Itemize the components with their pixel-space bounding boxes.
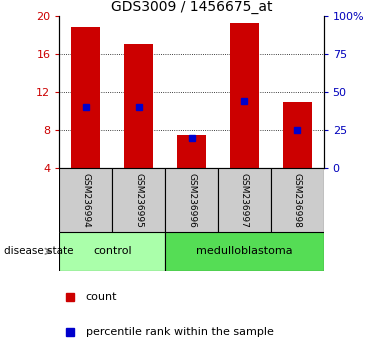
Text: GSM236994: GSM236994 bbox=[81, 173, 90, 227]
Bar bbox=[177, 135, 206, 168]
Text: medulloblastoma: medulloblastoma bbox=[196, 246, 293, 256]
Bar bbox=[124, 44, 153, 168]
Bar bbox=[218, 168, 271, 232]
Bar bbox=[165, 232, 324, 271]
Bar bbox=[71, 27, 100, 168]
Bar bbox=[59, 232, 165, 271]
Text: GSM236998: GSM236998 bbox=[293, 172, 302, 228]
Bar bbox=[59, 168, 112, 232]
Bar bbox=[165, 168, 218, 232]
Bar bbox=[283, 102, 312, 168]
Text: disease state: disease state bbox=[4, 246, 73, 256]
Bar bbox=[271, 168, 324, 232]
Text: count: count bbox=[86, 292, 117, 302]
Title: GDS3009 / 1456675_at: GDS3009 / 1456675_at bbox=[111, 0, 272, 13]
Text: percentile rank within the sample: percentile rank within the sample bbox=[86, 327, 274, 337]
Bar bbox=[112, 168, 165, 232]
Bar bbox=[230, 23, 259, 168]
Text: GSM236997: GSM236997 bbox=[240, 172, 249, 228]
Text: control: control bbox=[93, 246, 131, 256]
Text: GSM236996: GSM236996 bbox=[187, 172, 196, 228]
Text: GSM236995: GSM236995 bbox=[134, 172, 143, 228]
